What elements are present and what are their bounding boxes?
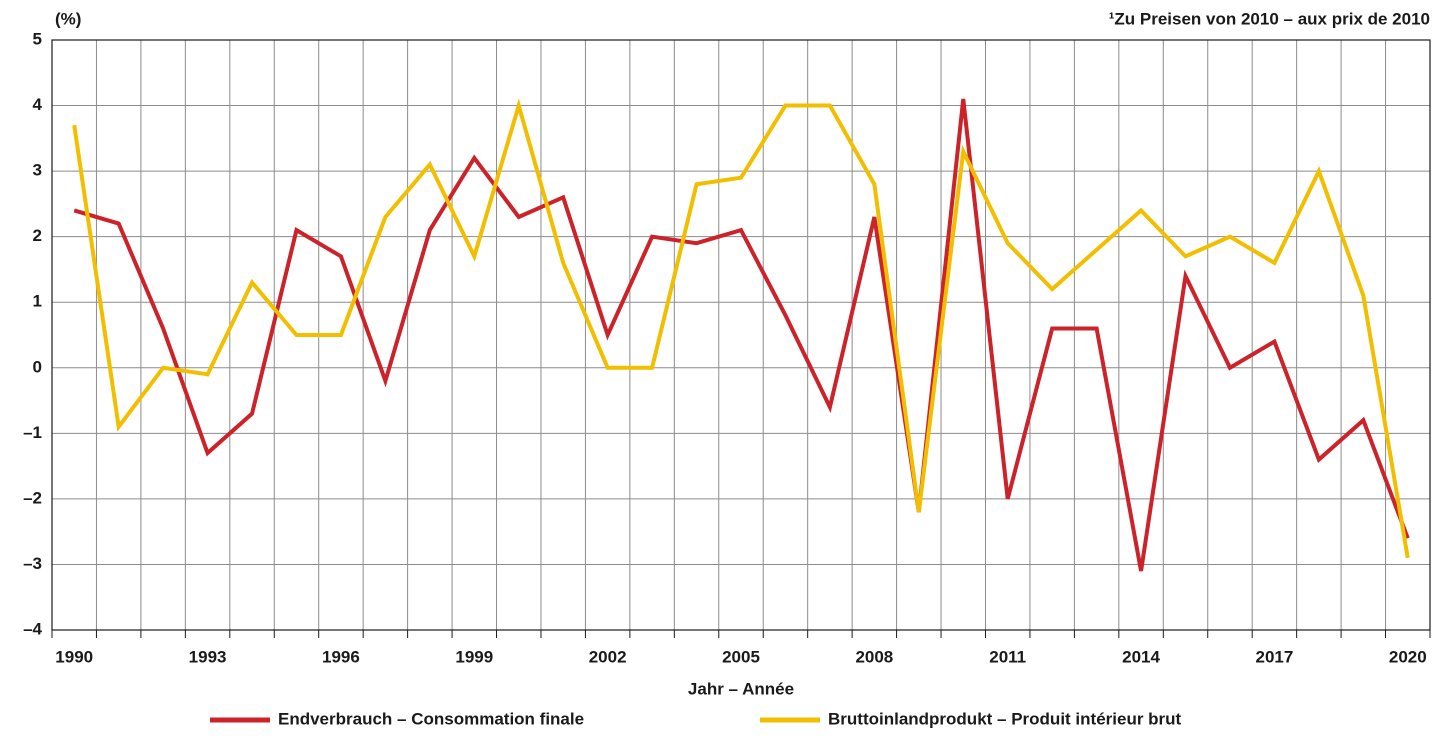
- x-tick-label: 2014: [1122, 647, 1160, 666]
- y-tick-label: 0: [33, 357, 42, 376]
- x-tick-label: 2017: [1256, 647, 1294, 666]
- x-tick-label: 1993: [189, 647, 227, 666]
- y-tick-label: 3: [33, 161, 42, 180]
- y-tick-label: 2: [33, 226, 42, 245]
- legend-label: Bruttoinlandprodukt – Produit intérieur …: [828, 709, 1182, 728]
- y-unit-label: (%): [55, 9, 81, 28]
- y-tick-label: 5: [33, 29, 42, 48]
- x-tick-label: 2011: [989, 647, 1026, 666]
- x-tick-label: 1990: [55, 647, 93, 666]
- legend-label: Endverbrauch – Consommation finale: [278, 709, 584, 728]
- y-tick-label: 4: [33, 95, 43, 114]
- x-tick-label: 2020: [1389, 647, 1427, 666]
- x-tick-label: 1996: [322, 647, 360, 666]
- x-axis-label: Jahr – Année: [688, 679, 794, 698]
- x-tick-label: 2005: [722, 647, 760, 666]
- y-tick-label: 1: [33, 292, 42, 311]
- series-line: [73, 98, 1410, 572]
- x-tick-label: 1999: [455, 647, 493, 666]
- y-tick-label: –1: [23, 423, 42, 442]
- series-line: [72, 98, 1410, 559]
- x-tick-label: 2008: [855, 647, 893, 666]
- y-tick-label: –2: [23, 488, 42, 507]
- y-tick-label: –4: [23, 619, 42, 638]
- x-tick-label: 2002: [589, 647, 627, 666]
- plot-frame: [51, 39, 1431, 631]
- y-tick-label: –3: [23, 554, 42, 573]
- note: ¹Zu Preisen von 2010 – aux prix de 2010: [1109, 9, 1430, 28]
